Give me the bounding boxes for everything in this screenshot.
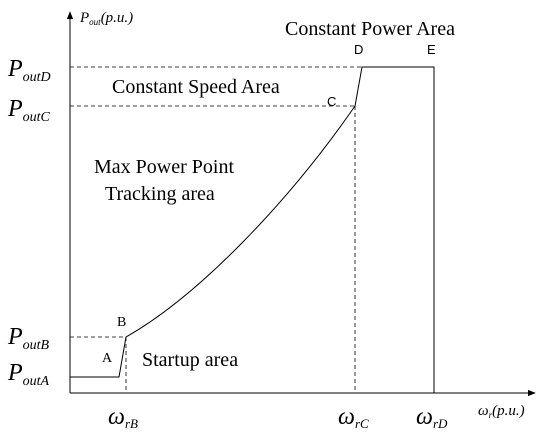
- ytick-poutD: PoutD: [7, 56, 51, 85]
- xtick-wrD: ωrD: [416, 404, 448, 431]
- point-C: C: [327, 94, 336, 109]
- operating-curve: [70, 66, 435, 393]
- region-mppt-line2: Tracking area: [105, 183, 215, 205]
- xtick-wrC: ωrC: [338, 404, 369, 431]
- point-D: D: [354, 42, 363, 57]
- ytick-poutC: PoutC: [7, 96, 51, 125]
- point-A: A: [102, 351, 113, 366]
- point-B: B: [117, 315, 126, 330]
- region-startup: Startup area: [142, 349, 238, 371]
- x-axis-label: ωr(p.u.): [478, 403, 525, 420]
- ytick-poutA: PoutA: [7, 360, 50, 389]
- y-axis-label: Pout(p.u.): [79, 10, 133, 27]
- region-constant-speed: Constant Speed Area: [112, 76, 280, 98]
- ytick-poutB: PoutB: [7, 324, 50, 353]
- region-mppt-line1: Max Power Point: [94, 156, 234, 178]
- region-constant-power: Constant Power Area: [285, 18, 455, 40]
- xtick-wrB: ωrB: [108, 404, 138, 431]
- point-E: E: [427, 42, 436, 57]
